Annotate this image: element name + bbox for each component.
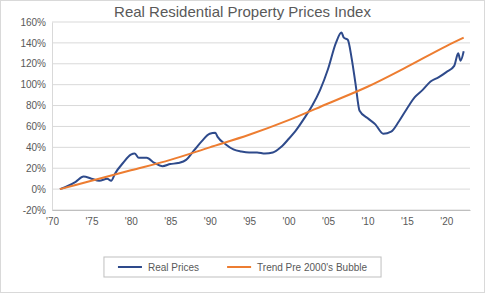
x-tick: '15 [401, 210, 414, 227]
y-tick: -20% [23, 205, 52, 216]
title: Real Residential Property Prices Index [114, 3, 371, 20]
x-tick-label: '70 [46, 216, 59, 227]
grid [52, 22, 470, 210]
y-tick-label: 160% [20, 17, 46, 28]
grid-line [52, 22, 470, 23]
x-tick-label: '90 [204, 216, 217, 227]
grid-line [52, 126, 470, 127]
y-tick-label: 100% [20, 79, 46, 90]
chart-border [1, 1, 485, 293]
y-tick: 100% [20, 79, 52, 90]
x-tick: '05 [322, 210, 335, 227]
legend-label: Trend Pre 2000's Bubble [257, 262, 367, 273]
legend-box [104, 257, 381, 277]
x-tick-label: '85 [164, 216, 177, 227]
grid-line [52, 147, 470, 148]
legend-item: Real Prices [118, 262, 199, 273]
y-tick-label: 120% [20, 58, 46, 69]
x-tick-label: '00 [283, 216, 296, 227]
grid-line [52, 84, 470, 85]
grid-line [52, 189, 470, 190]
x-axis: '70 '75 '80 '85 '90 '95 '00 '05 '10 '15 '20 [46, 210, 471, 227]
y-tick: 80% [26, 100, 52, 111]
x-tick: '90 [204, 210, 217, 227]
y-tick: 160% [20, 17, 52, 28]
legend-swatch [118, 266, 142, 268]
y-tick: 40% [26, 142, 52, 153]
y-tick-label: 80% [26, 100, 46, 111]
y-axis: -20% 0% 20% 40% 60% 80% 100% 120% 140% 160% [20, 17, 52, 216]
x-tick: '20 [440, 210, 453, 227]
grid-line [52, 42, 470, 43]
legend-label: Real Prices [148, 262, 199, 273]
y-tick-label: 60% [26, 121, 46, 132]
y-tick-label: 20% [26, 163, 46, 174]
grid-line [52, 210, 470, 211]
x-tick-label: '10 [361, 216, 374, 227]
legend: Real Prices Trend Pre 2000's Bubble [104, 257, 381, 277]
x-tick-label: '05 [322, 216, 335, 227]
y-tick: 140% [20, 38, 52, 49]
y-tick-label: 40% [26, 142, 46, 153]
x-tick: '85 [164, 210, 177, 227]
legend-item: Trend Pre 2000's Bubble [227, 262, 367, 273]
y-tick: 20% [26, 163, 52, 174]
series-line [60, 38, 464, 189]
y-tick: 120% [20, 58, 52, 69]
x-tick-label: '75 [85, 216, 98, 227]
x-tick-label: '95 [243, 216, 256, 227]
chart: Real Residential Property Prices Index -2… [0, 0, 485, 293]
x-tick: '70 [46, 210, 59, 227]
y-tick: 0% [32, 184, 52, 195]
plot-area [60, 32, 464, 189]
y-axis-line [52, 23, 53, 211]
y-tick: 60% [26, 121, 52, 132]
legend-swatch [227, 266, 251, 268]
x-tick-label: '80 [125, 216, 138, 227]
x-tick: '80 [125, 210, 138, 227]
x-tick: '95 [243, 210, 256, 227]
x-axis-line [53, 210, 471, 211]
grid-line [52, 168, 470, 169]
y-tick-label: -20% [23, 205, 46, 216]
x-tick: '00 [283, 210, 296, 227]
x-tick: '75 [85, 210, 98, 227]
x-tick-label: '15 [401, 216, 414, 227]
grid-line [52, 63, 470, 64]
grid-line [52, 105, 470, 106]
y-tick-label: 0% [32, 184, 47, 195]
x-tick-label: '20 [440, 216, 453, 227]
x-tick: '10 [361, 210, 374, 227]
y-tick-label: 140% [20, 38, 46, 49]
series-line [60, 32, 464, 189]
